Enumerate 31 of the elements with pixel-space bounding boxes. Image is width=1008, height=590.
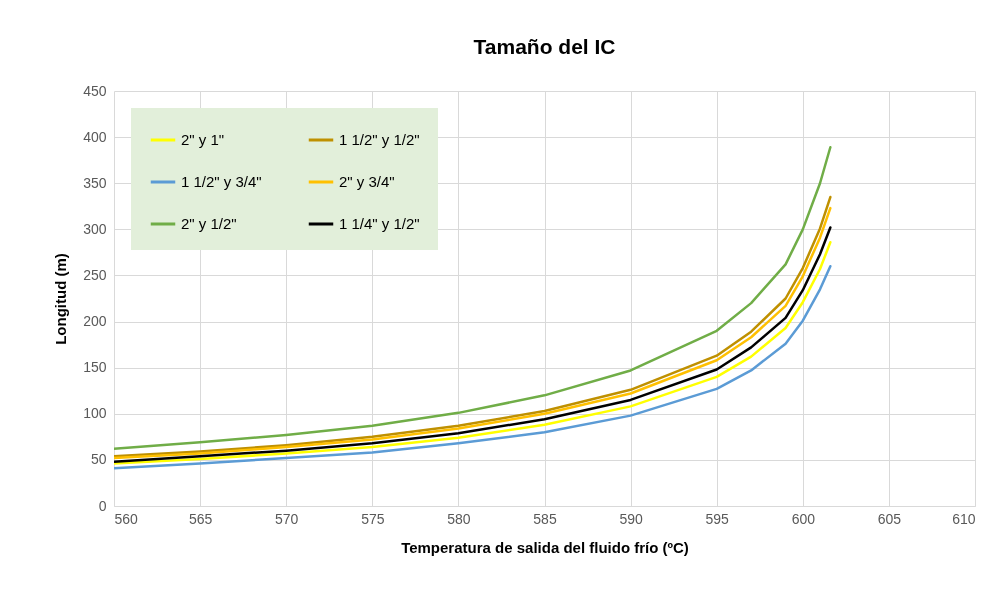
x-tick-label: 605 [877,510,902,527]
y-tick-label: 450 [83,82,107,99]
y-tick-label: 150 [83,359,107,376]
legend-label: 1 1/2" y 1/2" [339,131,420,148]
x-tick-label: 560 [114,510,139,527]
legend-label: 2" y 3/4" [339,173,395,190]
y-axis-title: Longitud (m) [52,253,70,345]
x-tick-label: 580 [447,510,471,527]
y-tick-label: 300 [83,220,107,237]
x-tick-label: 590 [619,510,643,527]
y-tick-label: 50 [90,451,107,468]
x-tick-label: 570 [275,510,299,527]
x-tick-label: 600 [791,510,816,527]
legend-label: 1 1/2" y 3/4" [181,173,262,190]
x-tick-label: 585 [533,510,557,527]
legend-label: 2" y 1/2" [181,215,237,232]
y-tick-label: 350 [83,174,107,191]
chart-title: Tamaño del IC [473,35,616,58]
x-tick-label: 595 [705,510,730,527]
legend-label: 2" y 1" [181,131,225,148]
y-tick-label: 0 [98,497,107,514]
y-tick-label: 200 [83,313,107,330]
y-tick-label: 100 [83,405,107,422]
x-tick-label: 565 [188,510,213,527]
x-tick-label: 575 [361,510,385,527]
x-axis-title: Temperatura de salida del fluido frío (ºC) [401,538,689,556]
x-tick-label: 610 [952,510,976,527]
line-series [114,146,832,451]
y-tick-label: 400 [83,128,107,145]
y-tick-label: 250 [83,266,107,283]
legend-label: 1 1/4" y 1/2" [339,215,420,232]
